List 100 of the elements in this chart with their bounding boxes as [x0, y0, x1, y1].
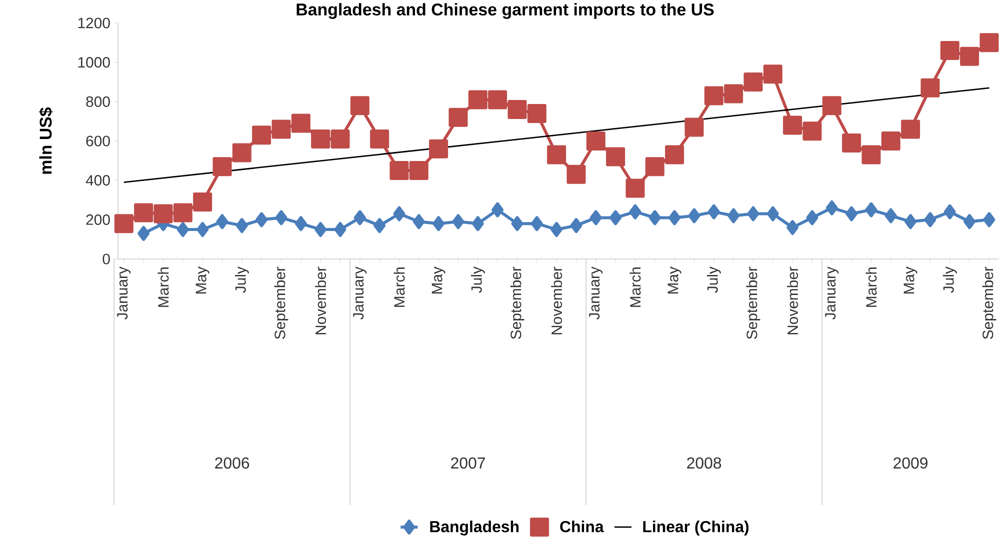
point — [728, 208, 740, 224]
point — [236, 218, 248, 234]
point — [511, 216, 524, 232]
text: 2009 — [894, 457, 928, 469]
point — [550, 222, 563, 237]
x-tick-label: July — [470, 266, 485, 293]
x-tick-label: January — [589, 266, 603, 320]
point — [610, 210, 622, 226]
y-tick-label: 1200 — [78, 18, 110, 28]
point — [904, 214, 917, 230]
point — [370, 130, 390, 149]
x-tick-label: March — [394, 267, 405, 307]
point — [138, 226, 150, 241]
x-tick-label: January — [117, 266, 131, 320]
y-tick-label: 0 — [102, 254, 110, 264]
x-tick-label: March — [630, 267, 641, 307]
y-tick-label: 400 — [86, 175, 110, 186]
point — [452, 214, 464, 230]
point — [668, 210, 681, 226]
point — [193, 192, 212, 212]
point — [570, 218, 582, 234]
point — [629, 204, 642, 220]
point — [881, 132, 900, 150]
x-tick-label: March — [866, 267, 877, 307]
x-tick-label: July — [942, 266, 957, 293]
x-tick-label: November — [787, 266, 798, 334]
point — [566, 164, 586, 184]
point — [626, 178, 645, 198]
point — [173, 203, 192, 222]
point — [763, 64, 782, 84]
point — [393, 206, 406, 222]
point — [645, 157, 664, 176]
point — [704, 86, 724, 106]
point — [492, 202, 504, 218]
point — [390, 161, 409, 180]
point — [412, 214, 425, 230]
point — [472, 216, 484, 232]
x-tick-label: May — [432, 266, 446, 294]
point — [802, 122, 822, 141]
point — [747, 206, 760, 222]
point — [350, 96, 370, 116]
point — [432, 216, 445, 232]
point — [134, 203, 154, 222]
text: 2006 — [215, 457, 250, 469]
point — [468, 90, 488, 110]
point — [783, 116, 802, 135]
point — [688, 208, 700, 224]
point — [960, 46, 980, 66]
legend-label: Bangladesh — [430, 520, 519, 536]
point — [901, 120, 920, 139]
x-tick-label: July — [706, 266, 721, 293]
point — [924, 212, 936, 228]
point — [154, 204, 173, 224]
point — [409, 161, 428, 180]
point — [354, 210, 366, 226]
point — [606, 147, 626, 166]
point — [786, 220, 799, 236]
point — [665, 145, 684, 164]
text: 2008 — [687, 457, 722, 469]
x-tick-label: September — [982, 266, 996, 339]
point — [983, 212, 996, 228]
point — [311, 130, 330, 149]
point — [940, 41, 960, 60]
y-tick-label: 1000 — [78, 57, 110, 68]
point — [114, 214, 134, 234]
point — [232, 143, 252, 162]
point — [530, 216, 543, 232]
point — [508, 100, 527, 120]
y-tick-label: 200 — [86, 214, 110, 225]
x-tick-label: November — [315, 266, 326, 334]
x-tick-label: September — [510, 266, 524, 339]
point — [806, 210, 818, 226]
x-tick-label: March — [158, 267, 169, 307]
x-tick-label: May — [196, 266, 210, 294]
x-tick-label: November — [551, 266, 562, 334]
point — [766, 206, 779, 222]
point — [920, 78, 940, 98]
point — [547, 145, 566, 164]
point — [884, 208, 897, 224]
point — [330, 130, 350, 149]
point — [488, 90, 508, 110]
point — [648, 210, 661, 226]
point — [429, 139, 448, 158]
x-tick-label: September — [746, 266, 760, 339]
point — [826, 200, 838, 216]
point — [334, 222, 346, 237]
x-tick-label: May — [904, 266, 918, 294]
point — [275, 210, 288, 226]
y-axis-title: mln US$ — [38, 107, 53, 174]
point — [822, 96, 842, 116]
point — [744, 72, 763, 92]
point — [272, 120, 291, 139]
legend-label: China — [560, 520, 604, 532]
point — [294, 216, 307, 232]
point — [196, 222, 209, 237]
x-tick-label: July — [234, 266, 249, 293]
x-tick-label: January — [353, 266, 367, 320]
point — [527, 104, 546, 123]
point — [842, 133, 862, 152]
point — [176, 222, 189, 237]
